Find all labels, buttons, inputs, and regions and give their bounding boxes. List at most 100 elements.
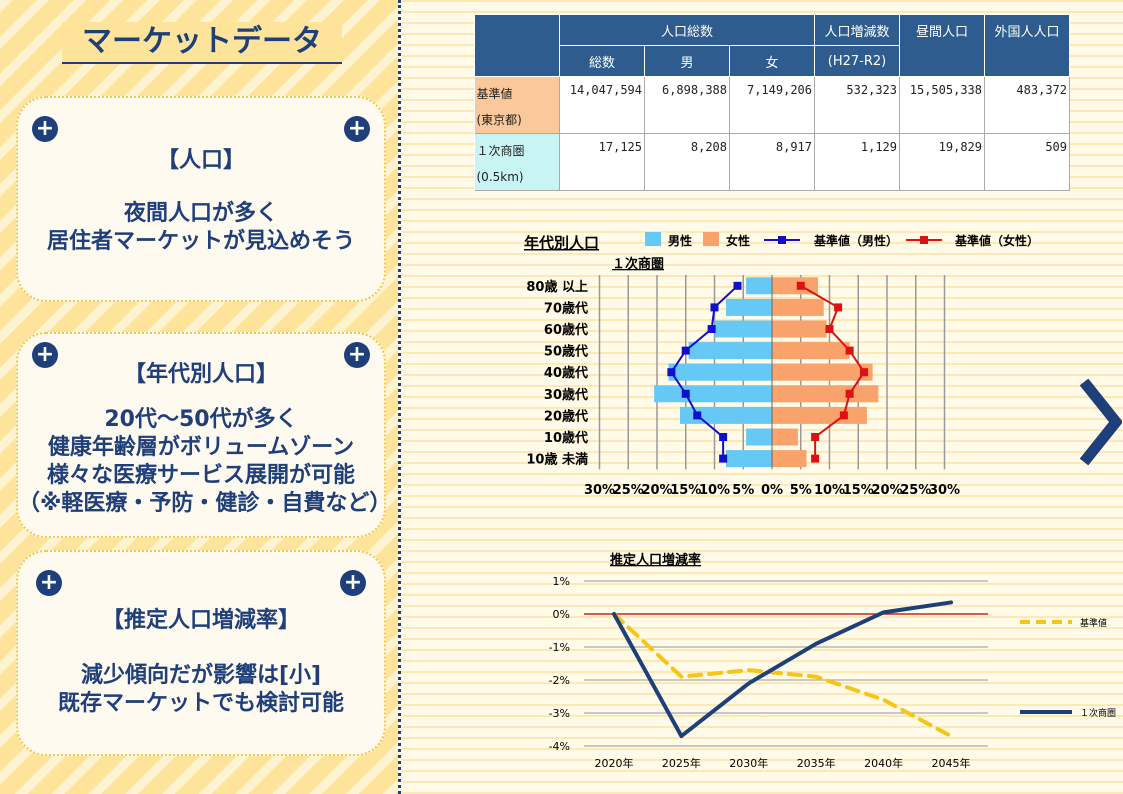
- card-line: 減少傾向だが影響は[小]: [80, 663, 322, 688]
- x-tick-label: 30%: [584, 483, 615, 498]
- legend-label: 基準値（男性）: [813, 233, 898, 248]
- page-title: マーケットデータ: [62, 22, 342, 64]
- ref-female-point: [796, 281, 805, 290]
- card-line: 様々な医療サービス展開が可能: [46, 463, 355, 488]
- plus-icon[interactable]: +: [344, 116, 370, 142]
- legend-label: 基準値: [1080, 617, 1107, 629]
- y-tick-label: -3%: [549, 707, 570, 720]
- ref-male-point: [693, 411, 702, 420]
- category-label: 60歳代: [544, 322, 588, 338]
- ref-female-point: [860, 368, 868, 377]
- x-tick-label: 20%: [871, 483, 902, 498]
- ref-male-point: [681, 346, 690, 355]
- plus-icon[interactable]: +: [36, 570, 62, 596]
- category-label: 10歳代: [544, 430, 588, 446]
- ref-female-point: [845, 389, 854, 398]
- y-tick-label: 0%: [553, 608, 570, 621]
- category-label: 70歳代: [544, 300, 588, 316]
- legend-label: 女性: [726, 233, 750, 248]
- x-tick-label: 2045年: [932, 756, 971, 770]
- table-header: 人口増減数: [814, 14, 900, 46]
- bar-female: [772, 342, 850, 360]
- ref-female-point: [834, 303, 843, 312]
- bar-female: [772, 363, 873, 381]
- ref-female-point: [839, 411, 848, 420]
- card-line: 夜間人口が多く: [123, 201, 278, 226]
- row-label-line: 基準値: [476, 87, 513, 101]
- category-label: 20歳代: [544, 408, 588, 424]
- row-label: １次商圏 (0.5km): [474, 133, 560, 191]
- pyramid-subtitle: １次商圏: [612, 256, 664, 272]
- x-tick-label: 2020年: [595, 756, 634, 770]
- chevron-right-icon[interactable]: [1078, 378, 1122, 466]
- table-subheader: 総数: [559, 45, 645, 77]
- table-cell: 509: [984, 133, 1070, 191]
- x-tick-label: 10%: [699, 483, 730, 498]
- legend-swatch-female: [703, 232, 719, 246]
- card-line: 既存マーケットでも検討可能: [57, 691, 344, 716]
- ref-female-point: [811, 454, 820, 463]
- x-tick-label: 5%: [790, 483, 812, 498]
- bar-male: [746, 428, 772, 446]
- legend-marker-ref-male: [778, 236, 786, 244]
- bar-male: [714, 320, 772, 338]
- table-cell: 15,505,338: [899, 76, 985, 134]
- table-cell: 532,323: [814, 76, 900, 134]
- bar-male: [726, 298, 772, 316]
- card-line: 居住者マーケットが見込めそう: [46, 229, 355, 254]
- pyramid-title: 年代別人口: [524, 234, 599, 252]
- table-cell: 19,829: [899, 133, 985, 191]
- series-line-reference: [612, 612, 953, 739]
- bar-female: [772, 298, 824, 316]
- table-row: １次商圏 (0.5km) 17,125 8,208 8,917 1,129 19…: [474, 133, 1070, 191]
- ref-female-point: [825, 325, 834, 333]
- y-tick-label: -4%: [549, 740, 570, 753]
- category-label: 40歳代: [544, 365, 588, 381]
- x-tick-label: 0%: [761, 483, 783, 498]
- row-label-line: (0.5km): [476, 170, 524, 184]
- ref-male-point: [719, 433, 728, 441]
- category-label: 10歳 未満: [526, 452, 588, 468]
- x-tick-label: 15%: [843, 483, 874, 498]
- card-line: 健康年齢層がボリュームゾーン: [47, 435, 355, 460]
- x-tick-label: 10%: [814, 483, 845, 498]
- legend-swatch-male: [645, 232, 661, 246]
- x-tick-label: 5%: [732, 483, 754, 498]
- ref-male-point: [710, 303, 719, 312]
- series-line-primary: [612, 600, 953, 739]
- card-heading: 【年代別人口】: [123, 362, 278, 387]
- bar-male: [654, 385, 772, 403]
- panel-divider: [398, 0, 401, 794]
- card-population: + + 【人口】 夜間人口が多く 居住者マーケットが見込めそう: [16, 96, 386, 302]
- card-text: 20代～50代が多く 健康年齢層がボリュームゾーン 様々な医療サービス展開が可能…: [18, 406, 391, 518]
- bar-male: [746, 277, 772, 295]
- bar-female: [772, 320, 827, 338]
- bar-male: [726, 450, 772, 468]
- table-subheader: (H27-R2): [814, 45, 900, 77]
- table-cell: 14,047,594: [559, 76, 645, 134]
- plus-icon[interactable]: +: [344, 342, 370, 368]
- row-label: 基準値 (東京都): [474, 76, 560, 134]
- ref-male-point: [681, 389, 690, 398]
- bar-female: [772, 406, 867, 424]
- bar-male: [688, 342, 772, 360]
- plus-icon[interactable]: +: [32, 116, 58, 142]
- card-line: 20代～50代が多く: [104, 407, 298, 432]
- table-subheader: 女: [729, 45, 815, 77]
- x-tick-label: 2030年: [729, 756, 768, 770]
- ref-female-point: [811, 433, 820, 441]
- card-heading: 【人口】: [156, 148, 245, 173]
- x-tick-label: 25%: [613, 483, 644, 498]
- table-header: 人口総数: [559, 14, 815, 46]
- y-tick-label: -2%: [549, 674, 570, 687]
- table-cell: 6,898,388: [644, 76, 730, 134]
- legend-label: １次商圏: [1080, 707, 1116, 719]
- plus-icon[interactable]: +: [32, 342, 58, 368]
- ref-male-point: [719, 454, 728, 463]
- row-label-line: １次商圏: [476, 144, 525, 158]
- legend-label: 男性: [668, 233, 692, 248]
- card-heading: 【推定人口増減率】: [101, 608, 300, 633]
- table-header: 外国人人口: [984, 14, 1070, 77]
- plus-icon[interactable]: +: [340, 570, 366, 596]
